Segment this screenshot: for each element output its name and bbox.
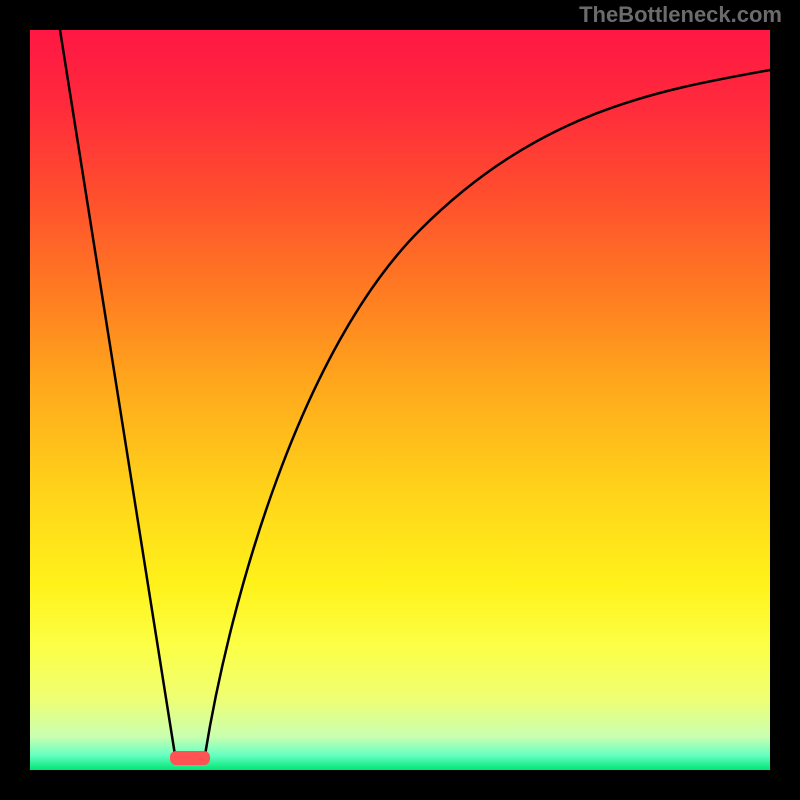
bottleneck-chart — [0, 0, 800, 800]
chart-container: TheBottleneck.com — [0, 0, 800, 800]
plot-gradient-background — [30, 30, 770, 770]
minimum-marker — [170, 751, 210, 765]
watermark-text: TheBottleneck.com — [579, 2, 782, 28]
